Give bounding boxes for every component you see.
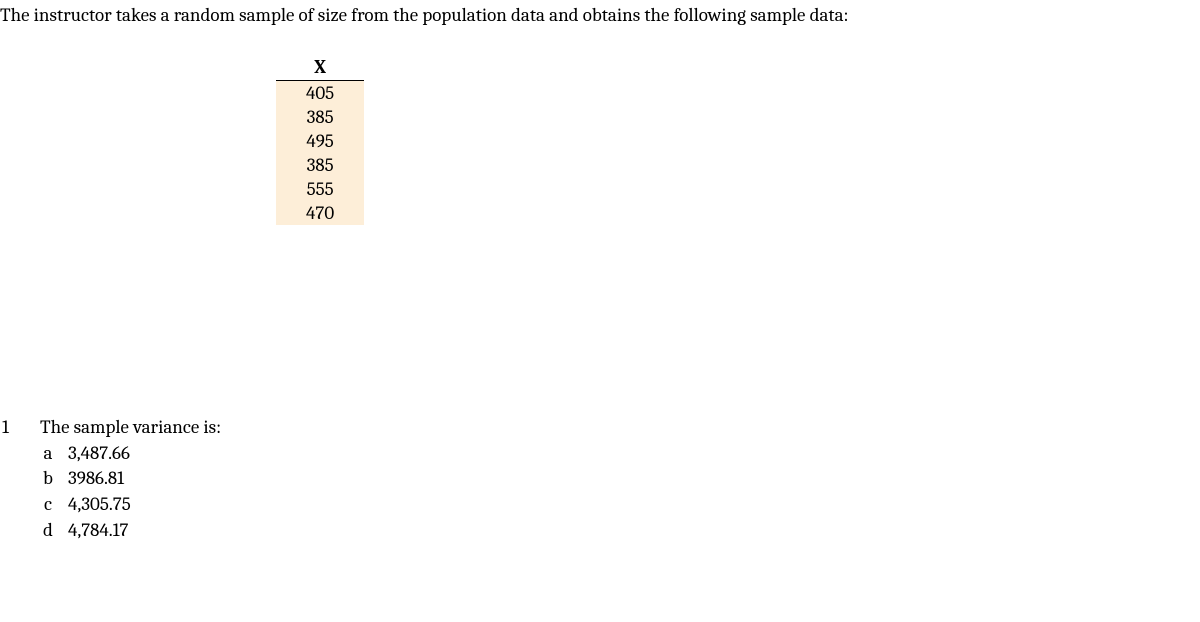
- option-row: b 3986.81: [0, 466, 1200, 492]
- option-label: c: [34, 492, 62, 518]
- table-cell: 385: [276, 105, 364, 129]
- question-block: 1 The sample variance is: a 3,487.66 b 3…: [0, 415, 1200, 543]
- option-row: a 3,487.66: [0, 441, 1200, 467]
- option-value: 3,487.66: [62, 441, 130, 467]
- table-cell: 555: [276, 177, 364, 201]
- table-cell: 470: [276, 201, 364, 225]
- option-value: 4,305.75: [62, 492, 131, 518]
- intro-text: The instructor takes a random sample of …: [0, 0, 1200, 26]
- option-row: c 4,305.75: [0, 492, 1200, 518]
- table-cell: 385: [276, 153, 364, 177]
- question-number: 1: [0, 415, 34, 441]
- question-prompt: The sample variance is:: [34, 415, 221, 441]
- option-label: a: [34, 441, 62, 467]
- option-value: 4,784.17: [62, 518, 128, 544]
- table-header-x: X: [276, 54, 364, 81]
- option-value: 3986.81: [62, 466, 124, 492]
- option-label: b: [34, 466, 62, 492]
- question-prompt-row: 1 The sample variance is:: [0, 415, 1200, 441]
- table-cell: 405: [276, 81, 364, 106]
- option-row: d 4,784.17: [0, 518, 1200, 544]
- table-cell: 495: [276, 129, 364, 153]
- sample-data-table: X 405 385 495 385 555 470: [276, 54, 1200, 225]
- option-label: d: [34, 518, 62, 544]
